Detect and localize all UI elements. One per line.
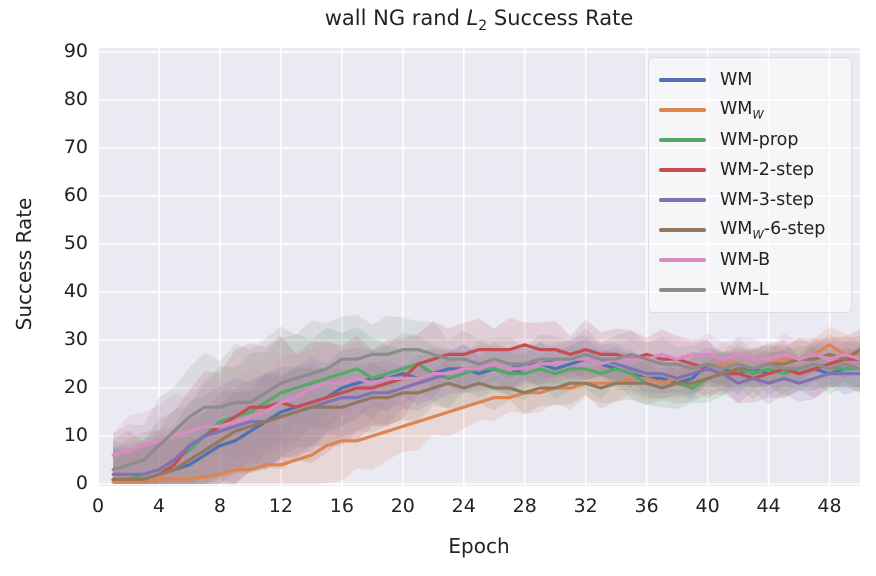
x-tick-label: 20	[390, 495, 415, 517]
x-tick-label: 0	[91, 495, 105, 517]
series-line-WMW-6-step	[111, 348, 860, 481]
x-tick-label: 40	[695, 495, 720, 517]
series-band-WM-3-step	[113, 335, 860, 484]
y-tick-label: 30	[63, 328, 88, 350]
y-tick-label: 60	[63, 184, 88, 206]
title-math-var: L	[466, 6, 479, 30]
x-tick-label: 32	[573, 495, 598, 517]
legend: WM WMW WM-prop WM-2-step WM-3-step WMW-6-step…	[648, 57, 852, 313]
legend-line-swatch	[659, 108, 706, 112]
legend-label: WM	[720, 70, 753, 90]
legend-label-subscript: W	[752, 227, 764, 242]
legend-item: WM-2-step	[659, 155, 843, 185]
series-line-WM-L	[111, 348, 860, 472]
legend-label: WM-L	[720, 280, 769, 300]
legend-line-swatch	[659, 138, 706, 142]
x-tick-label: 24	[451, 495, 476, 517]
series-band-WM	[113, 338, 860, 484]
series-band-WMW	[113, 326, 860, 484]
legend-label-subscript: W	[752, 107, 764, 122]
legend-line-swatch	[659, 258, 706, 262]
legend-label: WM-3-step	[720, 190, 815, 210]
legend-item: WM-prop	[659, 125, 843, 155]
legend-label: WM-2-step	[720, 160, 815, 180]
y-tick-label: 70	[63, 136, 88, 158]
y-tick-label: 90	[63, 40, 88, 62]
legend-line-swatch	[659, 228, 706, 232]
y-tick-label: 80	[63, 88, 88, 110]
legend-label: WMW	[720, 98, 764, 122]
legend-item: WM-3-step	[659, 185, 843, 215]
x-tick-label: 44	[756, 495, 781, 517]
legend-item: WM-L	[659, 275, 843, 305]
x-tick-label: 48	[817, 495, 842, 517]
y-tick-label: 40	[63, 280, 88, 302]
legend-item: WM	[659, 65, 843, 95]
legend-label: WMW-6-step	[720, 218, 826, 242]
series-band-WMW-6-step	[113, 334, 860, 484]
y-axis-label: Success Rate	[12, 197, 36, 331]
series-band-WM-B	[113, 333, 860, 484]
legend-item: WMW-6-step	[659, 215, 843, 245]
legend-item: WMW	[659, 95, 843, 125]
x-axis-label: Epoch	[448, 534, 510, 558]
x-tick-label: 8	[213, 495, 226, 517]
legend-label: WM-prop	[720, 130, 799, 150]
chart-title: wall NG rand L2 Success Rate	[98, 6, 860, 34]
y-tick-label: 0	[75, 472, 88, 494]
legend-line-swatch	[659, 78, 706, 82]
legend-line-swatch	[659, 288, 706, 292]
title-text-pre: wall NG rand	[324, 6, 467, 30]
y-tick-label: 10	[63, 424, 88, 446]
legend-line-swatch	[659, 168, 706, 172]
x-tick-label: 36	[634, 495, 659, 517]
series-line-WM-B	[111, 352, 860, 457]
x-tick-label: 16	[329, 495, 354, 517]
series-band-WM-prop	[113, 327, 860, 484]
series-line-WM-2-step	[111, 343, 860, 481]
y-tick-label: 20	[63, 376, 88, 398]
y-tick-label: 50	[63, 232, 88, 254]
x-tick-label: 4	[152, 495, 165, 517]
legend-label: WM-B	[720, 250, 771, 270]
x-tick-label: 12	[268, 495, 293, 517]
title-math-sub: 2	[478, 18, 488, 35]
legend-item: WM-B	[659, 245, 843, 275]
title-text-post: Success Rate	[487, 6, 634, 30]
legend-line-swatch	[659, 198, 706, 202]
x-tick-label: 28	[512, 495, 537, 517]
